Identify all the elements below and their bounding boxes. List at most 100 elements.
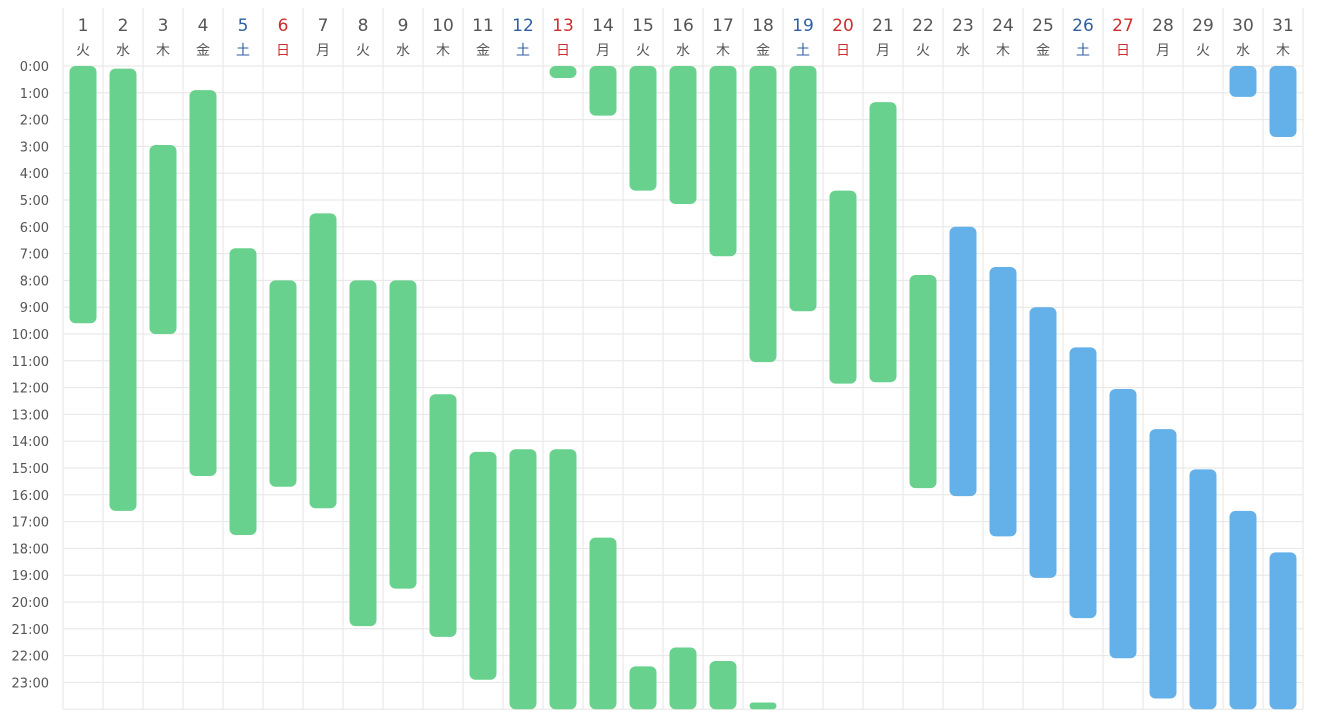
- sleep-interval-bar: [1189, 469, 1217, 710]
- weekday-label: 金: [756, 43, 770, 59]
- sleep-interval-bar: [709, 660, 737, 710]
- sleep-interval-bar: [229, 248, 257, 536]
- hour-tick-label: 11:00: [12, 355, 49, 370]
- sleep-interval-bar: [789, 66, 817, 312]
- sleep-interval-bar: [509, 449, 537, 710]
- day-number-label: 28: [1152, 16, 1174, 36]
- hour-tick-label: 22:00: [12, 650, 49, 665]
- day-number-label: 16: [672, 16, 694, 36]
- sleep-interval-bar: [269, 280, 297, 487]
- day-number-label: 14: [592, 16, 614, 36]
- sleep-interval-bar: [469, 451, 497, 680]
- day-number-label: 21: [872, 16, 894, 36]
- hour-tick-label: 6:00: [20, 221, 49, 236]
- weekday-label: 木: [156, 43, 170, 59]
- sleep-interval-bar: [349, 280, 377, 627]
- weekday-label: 木: [436, 43, 450, 59]
- day-number-label: 7: [318, 16, 329, 36]
- sleep-interval-bar: [629, 666, 657, 710]
- sleep-interval-bar: [669, 647, 697, 710]
- hour-tick-label: 8:00: [20, 274, 49, 289]
- day-number-label: 27: [1112, 16, 1134, 36]
- sleep-interval-bar: [1069, 347, 1097, 619]
- weekday-label: 月: [876, 43, 890, 59]
- weekday-label: 木: [716, 43, 730, 59]
- sleep-interval-bar: [989, 267, 1017, 537]
- hour-tick-label: 23:00: [12, 676, 49, 691]
- weekday-label: 木: [996, 43, 1010, 59]
- hour-tick-label: 10:00: [12, 328, 49, 343]
- day-number-label: 29: [1192, 16, 1214, 36]
- day-number-label: 18: [752, 16, 774, 36]
- sleep-interval-bar: [749, 66, 777, 363]
- weekday-label: 火: [1196, 43, 1210, 59]
- sleep-interval-bar: [669, 66, 697, 205]
- day-number-label: 13: [552, 16, 574, 36]
- day-number-label: 4: [198, 16, 209, 36]
- sleep-interval-bar: [629, 66, 657, 191]
- sleep-interval-bar: [829, 190, 857, 384]
- weekday-label: 水: [1236, 43, 1250, 59]
- day-number-label: 19: [792, 16, 814, 36]
- sleep-interval-bar: [1109, 388, 1137, 659]
- interval-bars: [69, 66, 1297, 710]
- hour-tick-label: 18:00: [12, 542, 49, 557]
- day-number-label: 24: [992, 16, 1014, 36]
- day-number-label: 3: [158, 16, 169, 36]
- day-number-label: 15: [632, 16, 654, 36]
- hour-tick-label: 15:00: [12, 462, 49, 477]
- day-number-label: 2: [118, 16, 129, 36]
- sleep-interval-bar: [1229, 510, 1257, 710]
- sleep-interval-bar: [389, 280, 417, 589]
- hour-tick-label: 19:00: [12, 569, 49, 584]
- weekday-label: 土: [236, 43, 250, 59]
- weekday-label: 火: [636, 43, 650, 59]
- weekday-label: 土: [516, 43, 530, 59]
- weekday-label: 水: [956, 43, 970, 59]
- hour-tick-label: 12:00: [12, 382, 49, 397]
- weekday-label: 月: [596, 43, 610, 59]
- day-number-label: 25: [1032, 16, 1054, 36]
- sleep-interval-bar: [749, 702, 777, 710]
- sleep-interval-bar: [589, 537, 617, 710]
- day-number-label: 5: [238, 16, 249, 36]
- weekday-label: 木: [1276, 43, 1290, 59]
- hour-tick-label: 13:00: [12, 408, 49, 423]
- day-number-label: 10: [432, 16, 454, 36]
- hour-tick-label: 4:00: [20, 167, 49, 182]
- sleep-interval-bar: [549, 449, 577, 710]
- hour-tick-label: 5:00: [20, 194, 49, 209]
- hour-tick-label: 2:00: [20, 114, 49, 129]
- weekday-label: 金: [476, 43, 490, 59]
- weekday-label: 火: [76, 43, 90, 59]
- hour-axis: 0:00 1:00 2:00 3:00 4:00 5:00 6:00 7:00 8:00 9:00…: [12, 60, 49, 691]
- weekday-label: 月: [1156, 43, 1170, 59]
- hour-tick-label: 9:00: [20, 301, 49, 316]
- day-number-label: 9: [398, 16, 409, 36]
- sleep-interval-bar: [589, 66, 617, 116]
- day-number-label: 11: [472, 16, 494, 36]
- hour-tick-label: 0:00: [20, 60, 49, 75]
- day-number-label: 20: [832, 16, 854, 36]
- weekday-label: 火: [356, 43, 370, 59]
- sleep-interval-bar: [909, 275, 937, 489]
- sleep-interval-bar: [429, 394, 457, 637]
- sleep-interval-bar: [1029, 307, 1057, 578]
- sleep-interval-bar: [189, 90, 217, 477]
- day-number-label: 30: [1232, 16, 1254, 36]
- sleep-interval-bar: [1149, 429, 1177, 699]
- weekday-label: 水: [116, 43, 130, 59]
- weekday-label: 金: [1036, 43, 1050, 59]
- hour-tick-label: 16:00: [12, 489, 49, 504]
- day-number-label: 23: [952, 16, 974, 36]
- sleep-interval-bar: [549, 66, 577, 79]
- weekday-label: 日: [836, 43, 850, 59]
- sleep-interval-bar: [69, 66, 97, 324]
- sleep-interval-bar: [1269, 66, 1297, 138]
- sleep-interval-bar: [1229, 66, 1257, 97]
- hour-tick-label: 20:00: [12, 596, 49, 611]
- hour-tick-label: 14:00: [12, 435, 49, 450]
- weekday-label: 土: [796, 43, 810, 59]
- day-number-label: 31: [1272, 16, 1294, 36]
